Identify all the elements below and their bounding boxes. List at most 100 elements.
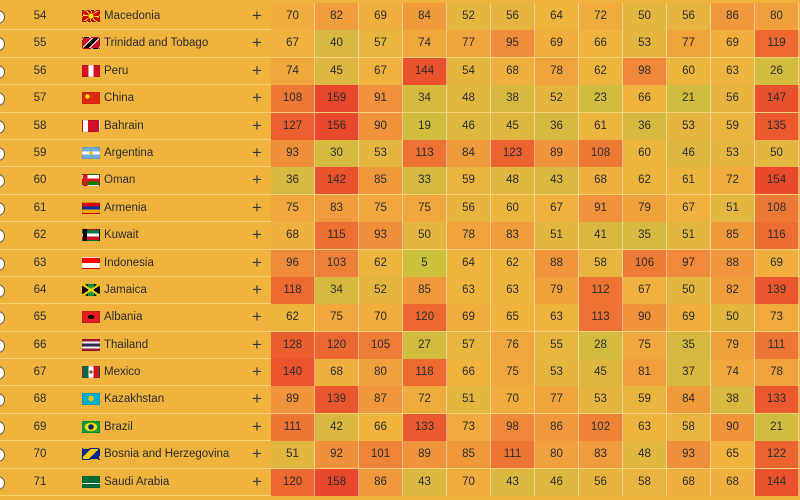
score-cell: 127	[271, 112, 315, 140]
expand-plus-icon[interactable]: +	[252, 197, 262, 217]
score-cell: 91	[359, 85, 403, 113]
score-cell: 101	[359, 441, 403, 469]
score-cell: 54	[447, 57, 491, 85]
expand-plus-icon[interactable]: +	[252, 88, 262, 108]
score-cell: 51	[447, 386, 491, 414]
score-cell: 51	[711, 194, 755, 222]
score-cell: 23	[579, 85, 623, 113]
score-cell: 67	[271, 30, 315, 58]
score-cell: 68	[315, 359, 359, 387]
score-cell: 111	[491, 441, 535, 469]
table-row[interactable]: 57 China +108 159 91 34 48 38 52 23 66 21 56 147	[0, 85, 800, 113]
score-cell: 59	[623, 386, 667, 414]
score-cell: 5	[403, 249, 447, 277]
score-cell: 53	[623, 30, 667, 58]
expand-plus-icon[interactable]: +	[252, 142, 262, 162]
score-cell: 66	[579, 30, 623, 58]
score-cell: 30	[315, 139, 359, 167]
expand-plus-icon[interactable]: +	[252, 6, 262, 25]
score-cell: 60	[491, 194, 535, 222]
score-cell: 139	[315, 386, 359, 414]
country-name: Thailand	[104, 338, 149, 351]
kazakhstan-flag	[82, 393, 100, 406]
score-cell: 158	[315, 468, 359, 496]
table-row[interactable]: 58 Bahrain +127 156 90 19 46 45 36 61 36 53 59 135	[0, 112, 800, 140]
score-cell: 63	[535, 304, 579, 332]
score-cell: 118	[271, 276, 315, 304]
table-row[interactable]: 63 Indonesia +96 103 62 5 64 62 88 58 106 97 88 69	[0, 249, 800, 277]
table-row[interactable]: 64 Jamaica +118 34 52 85 63 63 79 112 67 50 82 139	[0, 276, 800, 305]
score-cell: 41	[579, 222, 623, 250]
country-name: Indonesia	[104, 256, 154, 269]
score-cell: 69	[447, 304, 491, 332]
score-cell: 69	[535, 30, 579, 58]
score-cell: 70	[271, 3, 315, 30]
score-cell: 75	[315, 304, 359, 332]
expand-plus-icon[interactable]: +	[252, 307, 262, 327]
expand-plus-icon[interactable]: +	[252, 33, 262, 53]
mexico-flag	[82, 366, 100, 379]
score-cell: 122	[755, 441, 799, 469]
score-cell: 56	[491, 3, 535, 30]
expand-plus-icon[interactable]: +	[252, 334, 262, 354]
expand-plus-icon[interactable]: +	[252, 225, 262, 245]
score-cell: 50	[623, 3, 667, 30]
score-cell: 84	[447, 139, 491, 167]
rank-cell: 59	[33, 146, 47, 159]
expand-plus-icon[interactable]: +	[252, 252, 262, 272]
expand-plus-icon[interactable]: +	[252, 170, 262, 190]
rank-cell: 69	[33, 420, 47, 433]
expand-plus-icon[interactable]: +	[252, 60, 262, 80]
score-cell: 35	[667, 331, 711, 359]
score-cell: 40	[315, 30, 359, 58]
bosnia-flag	[82, 448, 100, 461]
expand-plus-icon[interactable]: +	[252, 115, 262, 135]
expand-plus-icon[interactable]: +	[252, 416, 262, 436]
oman-flag	[82, 174, 100, 187]
table-row[interactable]: 70 Bosnia and Herzegovina +51 92 101 89 85 111 8…	[0, 441, 800, 469]
score-cell: 108	[271, 85, 315, 113]
table-row[interactable]: 62 Kuwait +68 115 93 50 78 83 51 41 35 51 85 116	[0, 222, 800, 250]
table-row[interactable]: 66 Thailand +128 120 105 27 57 76 55 28 75 35 79 111	[0, 331, 800, 360]
expand-plus-icon[interactable]: +	[252, 279, 262, 299]
table-row[interactable]: 56 Peru +74 45 67 144 54 68 78 62 98 60 63 26	[0, 57, 800, 86]
score-cell: 56	[711, 85, 755, 113]
score-cell: 111	[755, 331, 799, 359]
score-cell: 83	[315, 194, 359, 222]
score-cell: 38	[711, 386, 755, 414]
score-cell: 120	[315, 331, 359, 359]
score-cell: 77	[667, 30, 711, 58]
score-cell: 83	[579, 441, 623, 469]
score-cell: 89	[535, 139, 579, 167]
score-cell: 62	[579, 57, 623, 85]
score-cell: 75	[359, 194, 403, 222]
score-cell: 50	[403, 222, 447, 250]
score-cell: 93	[359, 222, 403, 250]
table-row[interactable]: 55 Trinidad and Tobago +67 40 57 74 77 95 69 66 53…	[0, 30, 800, 58]
score-cell: 90	[359, 112, 403, 140]
score-cell: 68	[711, 468, 755, 496]
score-cell: 60	[623, 139, 667, 167]
table-row[interactable]: 54 Macedonia +70 82 69 84 52 56 64 72 50 56 86 80	[0, 3, 800, 31]
expand-plus-icon[interactable]: +	[252, 389, 262, 409]
score-cell: 73	[755, 304, 799, 332]
score-cell: 67	[623, 276, 667, 304]
expand-plus-icon[interactable]: +	[252, 444, 262, 464]
score-cell: 66	[359, 413, 403, 441]
table-row[interactable]: 71 Saudi Arabia +120 158 86 43 70 43 46 56 58 68 68 1…	[0, 468, 800, 497]
table-row[interactable]: 68 Kazakhstan +89 139 87 72 51 70 77 53 59 84 38 133	[0, 386, 800, 414]
score-cell: 86	[359, 468, 403, 496]
expand-plus-icon[interactable]: +	[252, 471, 262, 491]
table-row[interactable]: 61 Armenia +75 83 75 75 56 60 67 91 79 67 51 108	[0, 194, 800, 223]
expand-plus-icon[interactable]: +	[252, 362, 262, 382]
country-name: China	[104, 92, 135, 105]
table-row[interactable]: 60 Oman +36 142 85 33 59 48 43 68 62 61 72 154	[0, 167, 800, 195]
table-row[interactable]: 67 Mexico +140 68 80 118 66 75 53 45 81 37 74 78	[0, 359, 800, 387]
table-row[interactable]: 69 Brazil +111 42 66 133 73 98 86 102 63 58 90 21	[0, 413, 800, 442]
score-cell: 147	[755, 85, 799, 113]
score-cell: 50	[711, 304, 755, 332]
table-row[interactable]: 59 Argentina +93 30 53 113 84 123 89 108 60 46 53 50	[0, 139, 800, 168]
score-cell: 116	[755, 222, 799, 250]
table-row[interactable]: 65 Albania +62 75 70 120 69 65 63 113 90 69 50 73	[0, 304, 800, 332]
country-name: Peru	[104, 64, 129, 77]
